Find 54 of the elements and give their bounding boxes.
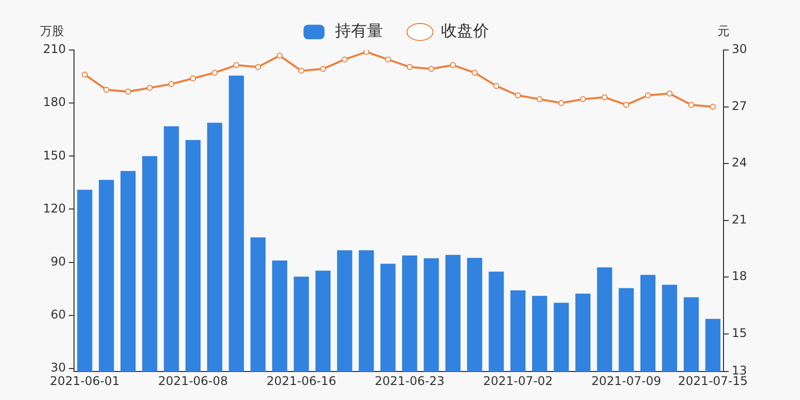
point [580, 96, 586, 102]
legend-label: 收盘价 [441, 21, 489, 40]
y-tick-label: 180 [43, 95, 66, 110]
point [212, 70, 218, 76]
point [493, 82, 500, 89]
point [472, 70, 478, 76]
x-tick-label: 2021-06-01 [50, 374, 120, 388]
point [384, 56, 391, 62]
legend-label: 持有量 [335, 21, 383, 40]
y2-tick-label: 21 [732, 212, 748, 226]
point [320, 66, 326, 72]
point [298, 68, 304, 74]
point [190, 75, 196, 82]
point [450, 62, 456, 68]
point [125, 88, 132, 95]
point [428, 66, 434, 72]
point [82, 72, 88, 78]
y-axis-title: 万股 [40, 24, 64, 38]
x-tick-label: 2021-06-23 [374, 374, 445, 388]
point [558, 100, 564, 106]
point [255, 64, 262, 70]
point [536, 96, 543, 102]
point [623, 102, 630, 108]
y-tick-label: 210 [43, 42, 66, 56]
y2-tick-label: 18 [732, 269, 748, 284]
x-tick-label: 2021-07-02 [483, 374, 553, 388]
y2-tick-label: 15 [732, 326, 748, 340]
point [276, 52, 283, 59]
point [666, 90, 673, 97]
y2-tick-label: 24 [732, 156, 748, 170]
point [406, 64, 413, 70]
y-tick-label: 30 [50, 360, 66, 375]
y-tick-label: 120 [43, 201, 66, 216]
point [688, 102, 694, 108]
point [342, 56, 348, 62]
point [710, 104, 716, 110]
y-tick-label: 150 [43, 148, 66, 162]
point [514, 92, 521, 98]
y-tick-label: 60 [50, 307, 66, 322]
point [602, 94, 608, 100]
point [103, 86, 110, 93]
point [363, 50, 370, 55]
y2-tick-label: 27 [732, 98, 748, 113]
y-tick-label: 90 [50, 254, 66, 268]
point [233, 62, 240, 68]
x-tick-label: 2021-06-08 [158, 374, 228, 388]
y2-axis-title: 元 [718, 24, 730, 38]
point [168, 81, 174, 88]
y2-tick-label: 30 [732, 42, 748, 56]
point [644, 92, 651, 98]
point [146, 84, 153, 91]
x-tick-label: 2021-07-15 [678, 374, 748, 388]
x-tick-label: 2021-06-16 [266, 374, 336, 388]
x-tick-label: 2021-07-09 [591, 374, 662, 388]
